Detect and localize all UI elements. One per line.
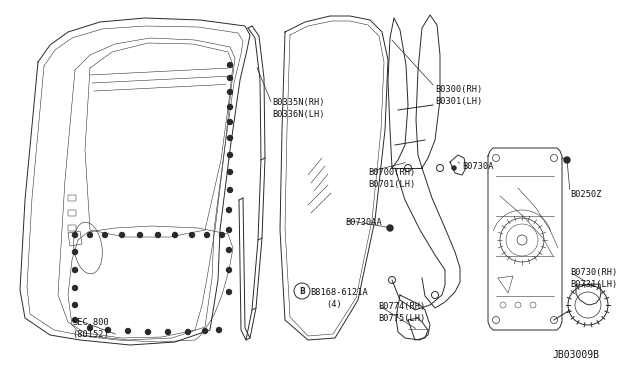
Text: B0336N(LH): B0336N(LH) — [272, 110, 324, 119]
Circle shape — [186, 330, 191, 334]
Circle shape — [227, 153, 232, 157]
Text: B: B — [299, 286, 305, 295]
Circle shape — [72, 250, 77, 254]
Circle shape — [205, 232, 209, 237]
Circle shape — [227, 62, 232, 67]
Circle shape — [120, 232, 125, 237]
Circle shape — [227, 105, 232, 109]
Text: JB03009B: JB03009B — [552, 350, 599, 360]
Circle shape — [125, 328, 131, 334]
Circle shape — [72, 317, 77, 323]
Text: B0730AA: B0730AA — [345, 218, 381, 227]
Circle shape — [227, 135, 232, 141]
Text: B0335N(RH): B0335N(RH) — [272, 98, 324, 107]
Bar — [68, 210, 76, 216]
Text: (80152): (80152) — [72, 330, 109, 339]
Circle shape — [88, 232, 93, 237]
Text: B8168-6121A: B8168-6121A — [310, 288, 368, 297]
Text: B0730A: B0730A — [462, 162, 493, 171]
Text: B0731(LH): B0731(LH) — [570, 280, 617, 289]
Bar — [68, 195, 76, 201]
Circle shape — [227, 170, 232, 174]
Circle shape — [156, 232, 161, 237]
Circle shape — [227, 76, 232, 80]
Circle shape — [72, 267, 77, 273]
Text: B0700(RH): B0700(RH) — [368, 168, 415, 177]
Circle shape — [88, 326, 93, 330]
Circle shape — [227, 267, 232, 273]
Circle shape — [227, 247, 232, 253]
Circle shape — [227, 208, 232, 212]
Circle shape — [106, 327, 111, 333]
Circle shape — [173, 232, 177, 237]
Circle shape — [72, 302, 77, 308]
Circle shape — [227, 119, 232, 125]
Circle shape — [145, 330, 150, 334]
Circle shape — [102, 232, 108, 237]
Circle shape — [227, 187, 232, 192]
Bar — [68, 225, 76, 231]
Circle shape — [72, 232, 77, 237]
Text: SEC.800: SEC.800 — [72, 318, 109, 327]
Circle shape — [564, 157, 570, 163]
Text: B0300(RH): B0300(RH) — [435, 85, 483, 94]
Circle shape — [216, 327, 221, 333]
Text: B0250Z: B0250Z — [570, 190, 602, 199]
Circle shape — [166, 330, 170, 334]
Circle shape — [72, 285, 77, 291]
Text: (4): (4) — [326, 300, 342, 309]
Text: B0730(RH): B0730(RH) — [570, 268, 617, 277]
Circle shape — [189, 232, 195, 237]
Circle shape — [227, 228, 232, 232]
Circle shape — [452, 166, 456, 170]
Text: B0301(LH): B0301(LH) — [435, 97, 483, 106]
Circle shape — [227, 289, 232, 295]
Circle shape — [227, 90, 232, 94]
Circle shape — [220, 232, 225, 237]
Circle shape — [202, 328, 207, 334]
Text: B0775(LH): B0775(LH) — [378, 314, 425, 323]
Circle shape — [138, 232, 143, 237]
Text: B0774(RH): B0774(RH) — [378, 302, 425, 311]
Text: B0701(LH): B0701(LH) — [368, 180, 415, 189]
Circle shape — [387, 225, 393, 231]
